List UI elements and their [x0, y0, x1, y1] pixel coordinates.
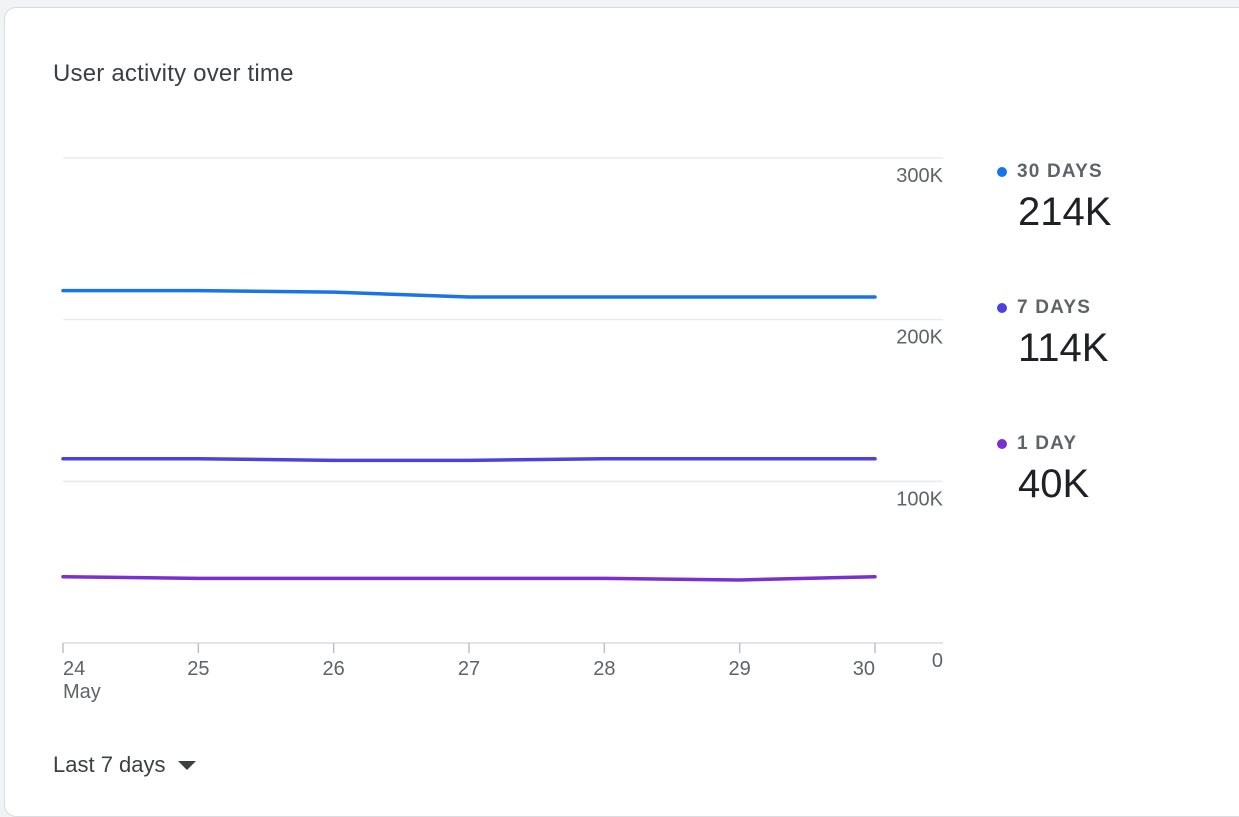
- y-tick-label: 300K: [896, 165, 943, 187]
- y-tick-label: 0: [932, 650, 943, 672]
- legend-item-header: 30 DAYS: [997, 160, 1111, 184]
- x-tick-label: 25: [187, 658, 209, 680]
- legend-dot-icon: [997, 167, 1007, 177]
- user-activity-card: [4, 7, 1239, 817]
- x-tick-label: 28: [593, 658, 615, 680]
- x-tick-label: 24: [63, 658, 85, 680]
- date-range-selector[interactable]: Last 7 days: [53, 752, 196, 778]
- legend-item: 30 DAYS 214K: [997, 160, 1111, 235]
- legend-item-header: 7 DAYS: [997, 296, 1108, 320]
- legend-value: 214K: [1018, 190, 1112, 234]
- series-line-1: [61, 456, 877, 463]
- date-range-label: Last 7 days: [53, 752, 166, 777]
- legend-label: 7 DAYS: [1017, 297, 1092, 318]
- y-tick-label: 100K: [896, 488, 943, 510]
- legend-label: 30 DAYS: [1017, 161, 1103, 182]
- legend-item: 1 DAY 40K: [997, 432, 1089, 507]
- x-tick-label: 27: [458, 658, 480, 680]
- legend-value: 114K: [1018, 326, 1109, 370]
- y-tick-label: 200K: [896, 327, 943, 349]
- card-title: User activity over time: [53, 60, 294, 87]
- legend-dot-icon: [997, 303, 1007, 313]
- legend-value: 40K: [1018, 462, 1090, 506]
- x-tick-label: 26: [323, 658, 345, 680]
- legend-item: 7 DAYS 114K: [997, 296, 1108, 371]
- arrow-drop-down-icon: [177, 760, 196, 770]
- x-tick-label: 30: [853, 658, 875, 680]
- x-tick-label: 29: [729, 658, 751, 680]
- legend-item-header: 1 DAY: [997, 432, 1089, 456]
- legend-label: 1 DAY: [1017, 433, 1078, 454]
- series-line-0: [61, 288, 877, 299]
- series-line-2: [61, 574, 877, 582]
- x-tick-sublabel: May: [63, 681, 101, 703]
- legend-dot-icon: [997, 439, 1007, 449]
